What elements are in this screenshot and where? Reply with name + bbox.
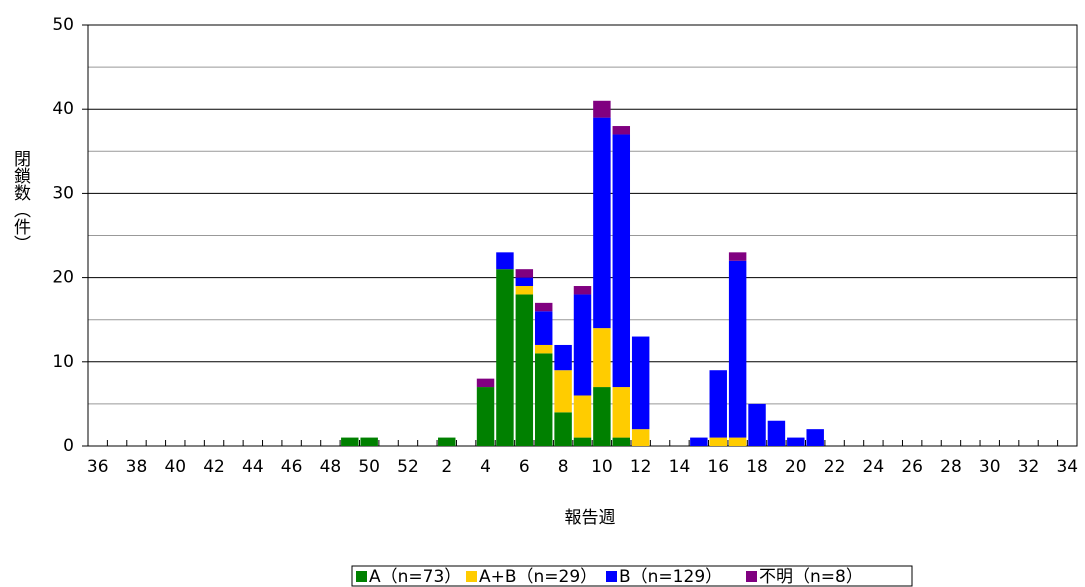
bar-segment bbox=[515, 277, 534, 287]
bar-segment bbox=[728, 437, 747, 446]
legend-label: A+B（n=29） bbox=[479, 567, 597, 587]
bar-segment bbox=[631, 429, 650, 446]
bar-segment bbox=[476, 378, 495, 388]
x-tick-label: 28 bbox=[940, 457, 962, 477]
x-tick-label: 18 bbox=[746, 457, 768, 477]
y-axis-label: 閉鎖数（件） bbox=[10, 150, 31, 252]
bar-segment bbox=[573, 437, 592, 446]
bar-segment bbox=[534, 302, 553, 312]
bar-segment bbox=[554, 412, 572, 446]
x-tick-label: 52 bbox=[397, 457, 419, 477]
x-tick-label: 10 bbox=[591, 457, 613, 477]
bar-segment bbox=[787, 437, 805, 446]
bar-segment bbox=[593, 117, 611, 329]
bar-segment bbox=[748, 403, 766, 446]
bar-segment bbox=[515, 269, 534, 278]
bar-segment bbox=[767, 420, 786, 446]
x-tick-label: 30 bbox=[979, 457, 1001, 477]
bar-segment bbox=[573, 294, 592, 396]
bar-segment bbox=[573, 286, 592, 295]
x-tick-label: 40 bbox=[164, 457, 186, 477]
x-tick-label: 48 bbox=[320, 457, 342, 477]
x-tick-label: 44 bbox=[242, 457, 264, 477]
x-tick-label: 8 bbox=[558, 457, 569, 477]
legend-swatch bbox=[746, 571, 757, 582]
bar-segment bbox=[612, 126, 631, 135]
bar-segment bbox=[515, 286, 534, 295]
x-tick-label: 38 bbox=[126, 457, 148, 477]
y-tick-label: 40 bbox=[52, 99, 74, 119]
legend-label: A（n=73） bbox=[369, 567, 461, 587]
y-tick-label: 50 bbox=[52, 15, 74, 35]
x-tick-label: 32 bbox=[1018, 457, 1040, 477]
x-axis-label: 報告週 bbox=[565, 508, 616, 528]
bar-segment bbox=[476, 387, 495, 446]
bar-segment bbox=[515, 294, 534, 446]
x-tick-label: 14 bbox=[669, 457, 691, 477]
x-tick-label: 26 bbox=[901, 457, 923, 477]
bar-segment bbox=[341, 437, 359, 446]
bar-segment bbox=[728, 260, 747, 438]
bar-segment bbox=[612, 387, 631, 438]
bar-segment bbox=[554, 344, 572, 371]
bar-segment bbox=[496, 252, 514, 270]
x-tick-label: 50 bbox=[358, 457, 380, 477]
bar-segment bbox=[709, 370, 727, 438]
bar-segment bbox=[631, 336, 650, 430]
bar-segment bbox=[360, 437, 378, 446]
bar-segment bbox=[690, 437, 708, 446]
x-tick-label: 34 bbox=[1056, 457, 1078, 477]
x-tick-label: 20 bbox=[785, 457, 807, 477]
bar-segment bbox=[806, 429, 824, 446]
bar-segment bbox=[593, 100, 611, 118]
bar-segment bbox=[612, 134, 631, 388]
bar-segment bbox=[534, 344, 553, 354]
bar-segment bbox=[728, 252, 747, 261]
y-tick-label: 10 bbox=[52, 352, 74, 372]
bar-segment bbox=[573, 395, 592, 438]
bar-segment bbox=[593, 387, 611, 446]
y-tick-label: 0 bbox=[63, 436, 74, 456]
bar-segment bbox=[534, 311, 553, 345]
x-tick-label: 36 bbox=[87, 457, 109, 477]
legend-box bbox=[351, 565, 913, 587]
x-tick-label: 12 bbox=[630, 457, 652, 477]
legend-label: 不明（n=8） bbox=[759, 567, 863, 587]
bar-segment bbox=[612, 437, 631, 446]
x-tick-label: 46 bbox=[281, 457, 303, 477]
x-tick-label: 2 bbox=[441, 457, 452, 477]
bar-segment bbox=[593, 328, 611, 388]
bar-segment bbox=[709, 437, 727, 446]
bar-segment bbox=[496, 269, 514, 446]
x-tick-label: 16 bbox=[707, 457, 729, 477]
y-tick-label: 30 bbox=[52, 183, 74, 203]
bar-segment bbox=[554, 370, 572, 413]
bar-segment bbox=[438, 437, 456, 446]
x-tick-label: 22 bbox=[824, 457, 846, 477]
legend-label: B（n=129） bbox=[619, 567, 722, 587]
x-tick-label: 6 bbox=[519, 457, 530, 477]
y-tick-label: 20 bbox=[52, 268, 74, 288]
x-tick-label: 24 bbox=[863, 457, 885, 477]
bar-segment bbox=[534, 353, 553, 446]
x-tick-label: 42 bbox=[203, 457, 225, 477]
legend-swatch bbox=[356, 571, 367, 582]
legend-swatch bbox=[466, 571, 477, 582]
legend-swatch bbox=[606, 571, 617, 582]
x-tick-label: 4 bbox=[480, 457, 491, 477]
